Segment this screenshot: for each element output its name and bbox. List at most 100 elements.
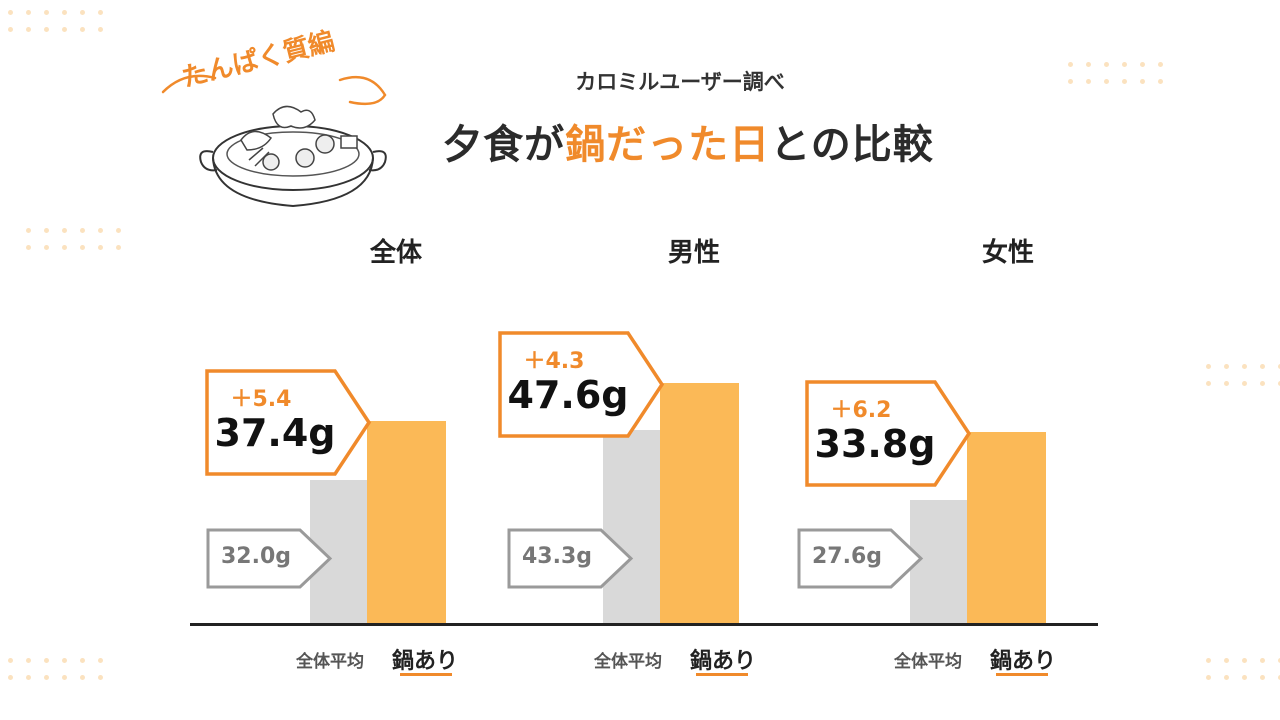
x-label-underline: [400, 673, 452, 676]
decor-dot: [1104, 79, 1109, 84]
decor-dot: [1086, 79, 1091, 84]
subtitle: カロミルユーザー調べ: [575, 70, 785, 94]
x-label-average: 全体平均: [894, 652, 962, 672]
decor-dot: [62, 675, 67, 680]
decor-dot: [44, 658, 49, 663]
decor-dot: [26, 27, 31, 32]
decor-dot: [1122, 79, 1127, 84]
decor-dot: [62, 658, 67, 663]
average-callout: [206, 528, 333, 589]
decor-dot: [1242, 381, 1247, 386]
average-value-label: 27.6g: [811, 544, 883, 569]
decor-dot: [1278, 364, 1280, 369]
group-label: 全体: [369, 238, 422, 268]
decor-dot: [116, 228, 121, 233]
hot-pot-illustration: [161, 74, 387, 208]
page-title: 夕食が鍋だった日との比較: [0, 112, 1280, 170]
decor-dot: [1260, 364, 1265, 369]
decor-dot: [1224, 675, 1229, 680]
decor-dot: [1206, 381, 1211, 386]
x-label-underline: [696, 673, 748, 676]
nabe-callout: [205, 369, 372, 476]
bar-nabe: [967, 432, 1046, 623]
decor-dot: [62, 10, 67, 15]
decor-dot: [1242, 675, 1247, 680]
decor-dot: [1158, 62, 1163, 67]
nabe-callout: [498, 331, 665, 438]
decor-dot: [98, 675, 103, 680]
decor-dots-top-right: [1068, 62, 1176, 84]
nabe-callout: [805, 380, 972, 487]
decor-dot: [80, 27, 85, 32]
decor-dot: [1278, 658, 1280, 663]
decor-dot: [44, 228, 49, 233]
average-value-label: 43.3g: [521, 544, 593, 569]
decor-dots-right: [1206, 364, 1280, 386]
x-label-nabe: 鍋あり: [990, 649, 1057, 674]
decor-dots-top-left: [8, 10, 116, 32]
decor-dot: [80, 10, 85, 15]
x-label-average: 全体平均: [594, 652, 662, 672]
decor-dot: [1206, 675, 1211, 680]
bar-nabe: [367, 421, 446, 623]
nabe-value-label: 37.4g: [214, 411, 336, 455]
decor-dot: [1104, 62, 1109, 67]
x-label-average: 全体平均: [296, 652, 364, 672]
decor-dot: [80, 245, 85, 250]
decor-dot: [8, 10, 13, 15]
decor-dot: [98, 228, 103, 233]
decor-dot: [1140, 79, 1145, 84]
decor-dot: [26, 675, 31, 680]
decor-dot: [1086, 62, 1091, 67]
decor-dot: [1068, 62, 1073, 67]
decor-dot: [1260, 675, 1265, 680]
decor-dot: [26, 245, 31, 250]
decor-dot: [44, 675, 49, 680]
decor-dot: [1278, 381, 1280, 386]
decor-dot: [80, 228, 85, 233]
decor-dot: [8, 658, 13, 663]
group-label: 男性: [667, 238, 720, 268]
average-callout: [797, 528, 924, 589]
x-label-nabe: 鍋あり: [690, 649, 757, 674]
decor-dot: [1278, 675, 1280, 680]
nabe-value-label: 33.8g: [814, 422, 936, 466]
difference-label: ＋5.4: [230, 387, 292, 412]
decor-dot: [98, 27, 103, 32]
title-suffix: との比較: [770, 122, 934, 168]
decor-dot: [98, 245, 103, 250]
decor-dot: [62, 245, 67, 250]
decor-dot: [8, 675, 13, 680]
decor-dot: [8, 27, 13, 32]
x-label-nabe: 鍋あり: [392, 649, 459, 674]
decor-dot: [62, 27, 67, 32]
decor-dot: [62, 228, 67, 233]
decor-dot: [26, 10, 31, 15]
decor-dot: [1140, 62, 1145, 67]
decor-dot: [44, 245, 49, 250]
x-label-underline: [996, 673, 1048, 676]
decor-dots-left: [26, 228, 134, 250]
decor-dot: [1224, 364, 1229, 369]
nabe-value-label: 47.6g: [507, 373, 629, 417]
decor-dots-bottom-left: [8, 658, 116, 680]
decor-dot: [80, 658, 85, 663]
group-label: 女性: [981, 238, 1034, 268]
decor-dot: [44, 27, 49, 32]
decor-dot: [1158, 79, 1163, 84]
title-highlight: 鍋だった日: [565, 122, 771, 168]
decor-dot: [116, 245, 121, 250]
decor-dot: [1224, 658, 1229, 663]
decor-dot: [1122, 62, 1127, 67]
decor-dot: [1242, 658, 1247, 663]
decor-dot: [98, 658, 103, 663]
difference-label: ＋4.3: [523, 349, 585, 374]
decor-dot: [1260, 658, 1265, 663]
decor-dots-bottom-right: [1206, 658, 1280, 680]
decor-dot: [80, 675, 85, 680]
decor-dot: [1224, 381, 1229, 386]
decor-dot: [44, 10, 49, 15]
chart-baseline: [190, 623, 1098, 626]
decor-dot: [1260, 381, 1265, 386]
average-callout: [507, 528, 634, 589]
